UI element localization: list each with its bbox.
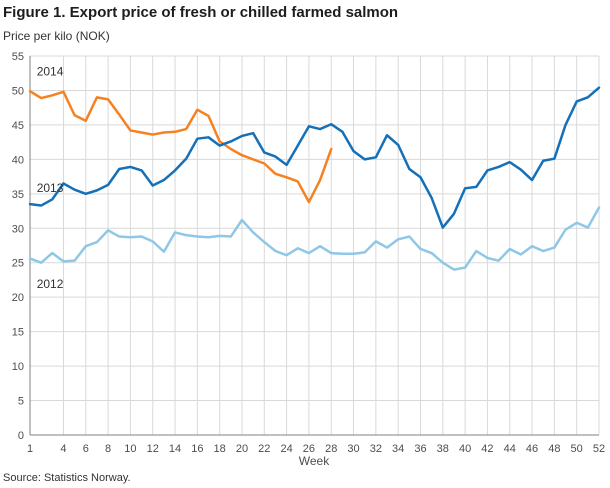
x-tick-label: 32 — [370, 443, 382, 455]
x-tick-label: 44 — [504, 443, 516, 455]
x-tick-label: 46 — [526, 443, 538, 455]
x-tick-label: 26 — [303, 443, 315, 455]
y-tick-label: 35 — [12, 189, 24, 201]
x-tick-label: 22 — [258, 443, 270, 455]
x-tick-label: 14 — [169, 443, 181, 455]
y-tick-label: 10 — [12, 361, 24, 373]
y-tick-label: 50 — [12, 85, 24, 97]
x-tick-label: 4 — [60, 443, 66, 455]
x-tick-label: 28 — [325, 443, 337, 455]
x-tick-label: 42 — [481, 443, 493, 455]
y-tick-label: 45 — [12, 120, 24, 132]
line-2012 — [28, 206, 601, 271]
x-tick-label: 12 — [147, 443, 159, 455]
x-tick-label: 50 — [571, 443, 583, 455]
x-tick-label: 48 — [548, 443, 560, 455]
x-tick-label: 10 — [124, 443, 136, 455]
figure-title: Figure 1. Export price of fresh or chill… — [3, 4, 399, 21]
x-tick-label: 20 — [236, 443, 248, 455]
line-2014 — [28, 89, 333, 204]
x-tick-label: 6 — [83, 443, 89, 455]
y-tick-label: 20 — [12, 292, 24, 304]
y-tick-label: 30 — [12, 223, 24, 235]
y-tick-label: 5 — [18, 396, 24, 408]
y-tick-label: 25 — [12, 258, 24, 270]
series-label-2012: 2012 — [37, 277, 64, 291]
y-tick-label: 55 — [12, 51, 24, 63]
series-label-2014: 2014 — [37, 64, 64, 78]
x-tick-label: 8 — [105, 443, 111, 455]
y-tick-label: 40 — [12, 154, 24, 166]
x-axis-title: Week — [298, 454, 330, 468]
line-2013 — [28, 86, 601, 229]
x-tick-label: 52 — [593, 443, 605, 455]
figure-subtitle: Price per kilo (NOK) — [3, 29, 110, 43]
y-tick-label: 0 — [18, 430, 24, 442]
x-tick-label: 38 — [437, 443, 449, 455]
x-tick-label: 24 — [280, 443, 292, 455]
y-tick-label: 15 — [12, 327, 24, 339]
x-tick-label: 40 — [459, 443, 471, 455]
x-tick-label: 18 — [214, 443, 226, 455]
x-tick-label: 36 — [414, 443, 426, 455]
x-tick-label: 34 — [392, 443, 404, 455]
source-note: Source: Statistics Norway. — [3, 472, 131, 484]
series-label-2013: 2013 — [37, 181, 64, 195]
x-tick-label: 16 — [191, 443, 203, 455]
x-tick-label: 1 — [27, 443, 33, 455]
x-tick-label: 30 — [347, 443, 359, 455]
